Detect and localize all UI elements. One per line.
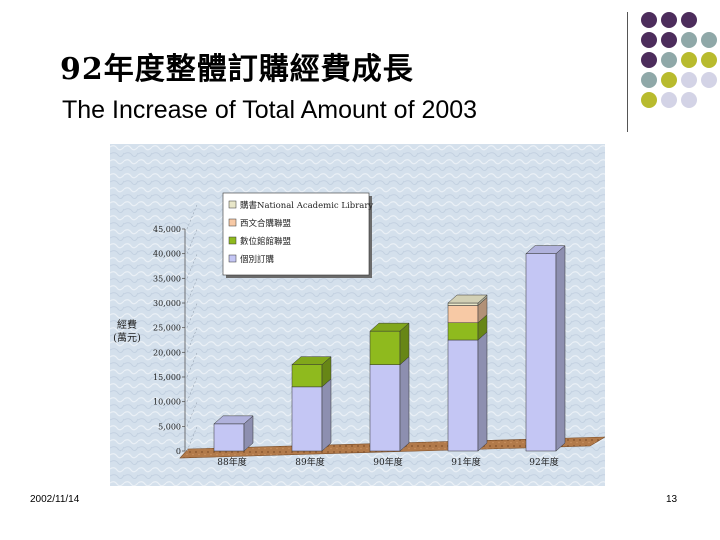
x-tick-label: 90年度 [373,456,402,468]
y-tick-label: 15,000 [153,373,181,382]
legend-swatch [228,254,237,263]
y-depth-guide [186,402,198,427]
y-tick-label: 0 [176,447,181,456]
y-depth-guide [186,204,198,230]
footer-date: 2002/11/14 [30,494,80,505]
y-depth-guide [186,254,198,279]
bar-segment [447,322,479,341]
decorative-dot [641,12,657,28]
decorative-dot [661,12,677,28]
chart-panel: 0 5,000 10,000 15,000 20,000 25,000 30,000 35,0… [110,144,607,486]
decorative-dot [681,52,697,68]
decorative-dot [681,92,697,108]
y-tick-label: 5,000 [158,422,181,431]
y-tick-label: 45,000 [153,225,181,234]
y-depth-guide [186,303,198,328]
title-divider [627,12,628,132]
bar-stack [447,294,488,452]
decorative-dot [681,32,697,48]
decorative-dot [681,12,697,28]
decorative-dot [661,32,677,48]
bar-top [369,322,410,332]
y-axis-label: 經費 [117,318,137,331]
decorative-dot-grid [636,10,720,120]
decorative-dot [661,52,677,68]
decorative-dot [701,32,717,48]
legend-label: 數位館館聯盟 [240,236,292,247]
slide-title-chinese: 92年度整體訂購經費成長 [60,52,414,87]
bar-stack [369,322,410,452]
legend-swatch [228,218,237,227]
bar-top [213,415,254,425]
y-tick-label: 10,000 [153,398,181,407]
legend-label: 個別訂購 [240,254,275,265]
bar-segment [369,364,401,452]
bar-segment-side [399,356,410,452]
y-tick-label: 40,000 [153,250,181,259]
decorative-dot [661,72,677,88]
legend-swatch [228,200,237,209]
decorative-dot [641,32,657,48]
bar-segment [369,330,401,365]
bar-segment [525,253,557,452]
bar-segment-side [321,378,332,452]
x-tick-label: 91年度 [451,456,480,468]
decorative-dot [641,92,657,108]
y-depth-guide [186,278,198,304]
legend-swatch [228,236,237,245]
bar-stack [291,356,332,452]
y-depth-guide [186,426,198,452]
decorative-dot [701,72,717,88]
bar-segment-side [555,245,566,452]
bar-stack [525,245,566,452]
y-depth-guide [186,377,198,402]
bar-segment-side [477,331,488,452]
bar-segment [447,302,479,306]
decorative-dot [681,72,697,88]
x-tick-label: 89年度 [295,456,324,468]
decorative-dot [641,72,657,88]
x-tick-label: 92年度 [529,456,558,468]
y-tick-label: 25,000 [153,324,181,333]
decorative-dot [641,52,657,68]
legend-label: 購書National Academic Library [240,200,373,211]
bar-top [525,245,566,254]
bar-stack [213,415,254,452]
y-axis-label: (萬元) [113,331,141,344]
bar-top [447,294,488,304]
stacked-bar-chart: 0 5,000 10,000 15,000 20,000 25,000 30,000 35,0… [110,144,607,486]
bar-segment [291,364,323,388]
decorative-dot [701,52,717,68]
page-number: 13 [666,494,678,505]
legend-box [222,192,370,276]
bar-segment [213,423,245,452]
y-tick-label: 20,000 [153,348,181,357]
y-depth-guide [186,229,198,254]
y-depth-guide [186,352,198,378]
bar-segment [447,305,479,323]
x-tick-label: 88年度 [217,456,246,468]
y-tick-label: 30,000 [153,299,181,308]
decorative-dot [661,92,677,108]
bar-segment [447,339,479,452]
bar-top [291,356,332,365]
slide-title-english: The Increase of Total Amount of 2003 [62,96,478,124]
y-depth-guide [186,328,198,353]
bar-segment [291,386,323,452]
legend-label: 西文合購聯盟 [240,218,292,229]
y-tick-label: 35,000 [153,274,181,283]
